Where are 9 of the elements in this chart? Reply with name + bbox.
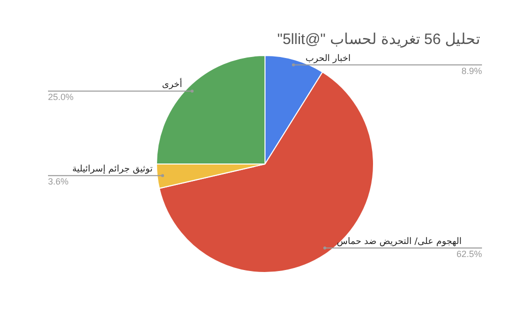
slice-label: توثيق جرائم إسرائيلية [72, 164, 154, 174]
slice-label: اخبار الحرب [305, 54, 351, 64]
slice-label: الهجوم على/ التحريض ضد حماس [336, 236, 462, 247]
chart-title: تحليل 56 تغريدة لحساب "@5llit" [277, 30, 480, 48]
data-label: 62.5% [456, 248, 482, 259]
data-label: 8.9% [461, 66, 482, 76]
data-label: 25.0% [48, 92, 74, 102]
data-label: 3.6% [48, 176, 69, 187]
slice-label: أخرى [162, 78, 182, 90]
